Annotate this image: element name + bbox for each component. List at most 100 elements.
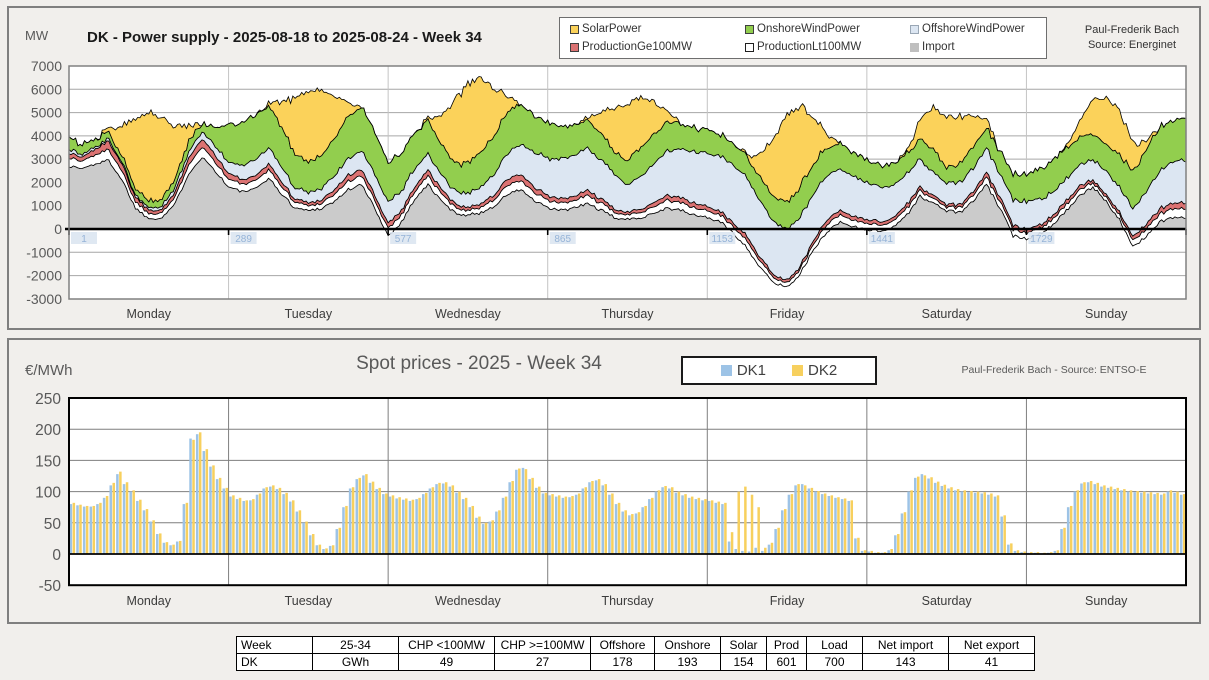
svg-text:0: 0 (52, 547, 61, 564)
legend-label: Import (922, 41, 955, 53)
table-data-row: DK GWh 49 27 178 193 154 601 700 143 41 (236, 653, 1035, 671)
table-cell: 25-34 (312, 636, 399, 654)
svg-text:Sunday: Sunday (1085, 307, 1128, 321)
credit-author: Paul-Frederik Bach (1084, 24, 1180, 36)
svg-text:Monday: Monday (127, 594, 172, 608)
legend-item-productionlt100mw: ProductionLt100MW (745, 41, 910, 53)
table-cell: 601 (766, 653, 807, 671)
svg-text:50: 50 (44, 516, 62, 533)
table-cell: Net export (948, 636, 1035, 654)
svg-text:Tuesday: Tuesday (285, 594, 333, 608)
table-cell: 178 (590, 653, 655, 671)
svg-text:0: 0 (54, 221, 62, 237)
table-header-row: Week 25-34 CHP <100MW CHP >=100MW Offshore On… (236, 636, 1035, 654)
svg-text:Sunday: Sunday (1085, 594, 1128, 608)
table-cell: 143 (862, 653, 949, 671)
svg-text:150: 150 (35, 453, 61, 470)
table-cell: Net import (862, 636, 949, 654)
legend-label: DK2 (808, 362, 838, 379)
power-supply-stacked-area-chart: 1 289 577 865 1153 1441 1729 7000 6000 5000 4000 30… (26, 58, 1187, 321)
legend-swatch-icon (745, 24, 754, 34)
legend-label: OnshoreWindPower (757, 23, 860, 35)
legend-item-productionge100mw: ProductionGe100MW (570, 41, 745, 53)
table-cell: 193 (654, 653, 721, 671)
spot-price-bar-chart: 250 200 150 100 50 0 -50 Monday Tuesday Wednesday… (35, 391, 1187, 608)
power-y-axis-unit: MW (25, 28, 49, 43)
svg-text:289: 289 (235, 234, 252, 245)
table-cell: Prod (766, 636, 807, 654)
legend-item-onshorewindpower: OnshoreWindPower (745, 23, 910, 35)
svg-text:1: 1 (81, 234, 87, 245)
table-cell: CHP <100MW (398, 636, 495, 654)
legend-label: DK1 (736, 362, 766, 379)
legend-label: ProductionLt100MW (757, 41, 862, 53)
svg-text:Thursday: Thursday (601, 307, 654, 321)
table-cell: Onshore (654, 636, 721, 654)
power-chart-legend: SolarPower OnshoreWindPower OffshoreWindPo… (559, 17, 1047, 59)
svg-text:3000: 3000 (31, 151, 62, 167)
svg-text:4000: 4000 (31, 128, 62, 144)
summary-table-body: Week 25-34 CHP <100MW CHP >=100MW Offshore On… (236, 636, 1035, 671)
svg-text:-1000: -1000 (26, 244, 62, 260)
svg-text:865: 865 (554, 234, 571, 245)
legend-swatch-icon (570, 42, 579, 52)
credit-source: Source: Energinet (1087, 39, 1177, 51)
legend-swatch-icon (745, 42, 754, 52)
table-cell: Solar (720, 636, 767, 654)
table-cell: Load (806, 636, 863, 654)
legend-item-solarpower: SolarPower (570, 23, 745, 35)
svg-text:577: 577 (395, 234, 412, 245)
legend-label: OffshoreWindPower (922, 23, 1025, 35)
legend-item-dk2: DK2 (792, 362, 837, 379)
svg-text:Saturday: Saturday (922, 307, 973, 321)
price-chart-title: Spot prices - 2025 - Week 34 (356, 353, 602, 374)
table-cell: GWh (312, 653, 399, 671)
price-chart-credit: Paul-Frederik Bach - Source: ENTSO-E (961, 364, 1147, 376)
table-cell: 27 (494, 653, 591, 671)
svg-text:2000: 2000 (31, 174, 62, 190)
legend-label: SolarPower (582, 23, 642, 35)
table-cell: DK (236, 653, 313, 671)
spot-price-panel: €/MWh Spot prices - 2025 - Week 34 DK1 DK… (7, 338, 1201, 624)
svg-text:Friday: Friday (770, 307, 805, 321)
svg-text:250: 250 (35, 391, 61, 408)
weekly-summary-table: Week 25-34 CHP <100MW CHP >=100MW Offshore On… (236, 636, 1035, 671)
svg-text:1153: 1153 (712, 234, 734, 245)
legend-swatch-icon (910, 42, 919, 52)
legend-swatch-icon (910, 24, 919, 34)
table-cell: Offshore (590, 636, 655, 654)
svg-text:-50: -50 (39, 578, 62, 595)
svg-text:6000: 6000 (31, 81, 62, 97)
svg-text:1441: 1441 (871, 234, 894, 245)
power-supply-panel: MW DK - Power supply - 2025-08-18 to 202… (7, 6, 1201, 330)
bars-dk2 (72, 432, 1186, 554)
legend-label: ProductionGe100MW (582, 41, 692, 53)
legend-swatch-icon (792, 365, 803, 376)
svg-text:-2000: -2000 (26, 268, 62, 284)
table-cell: 41 (948, 653, 1035, 671)
table-cell: Week (236, 636, 313, 654)
svg-text:1729: 1729 (1030, 234, 1053, 245)
svg-text:1000: 1000 (31, 198, 62, 214)
svg-text:Wednesday: Wednesday (435, 307, 502, 321)
svg-text:Thursday: Thursday (601, 594, 654, 608)
svg-text:100: 100 (35, 485, 61, 502)
svg-text:5000: 5000 (31, 105, 62, 121)
legend-swatch-icon (720, 365, 732, 376)
legend-swatch-icon (570, 24, 579, 34)
svg-text:Tuesday: Tuesday (285, 307, 333, 321)
price-y-axis-unit: €/MWh (25, 362, 73, 379)
power-chart-title: DK - Power supply - 2025-08-18 to 2025-0… (87, 29, 482, 46)
svg-text:Wednesday: Wednesday (435, 594, 502, 608)
svg-text:Saturday: Saturday (922, 594, 973, 608)
table-cell: CHP >=100MW (494, 636, 591, 654)
svg-text:Monday: Monday (127, 307, 172, 321)
legend-item-dk1: DK1 (720, 362, 766, 379)
svg-text:-3000: -3000 (26, 291, 62, 307)
table-cell: 49 (398, 653, 495, 671)
table-cell: 700 (806, 653, 863, 671)
legend-item-offshorewindpower: OffshoreWindPower (910, 23, 1050, 35)
svg-text:200: 200 (35, 422, 61, 439)
price-chart-legend: DK1 DK2 (681, 356, 877, 385)
svg-text:Friday: Friday (770, 594, 805, 608)
